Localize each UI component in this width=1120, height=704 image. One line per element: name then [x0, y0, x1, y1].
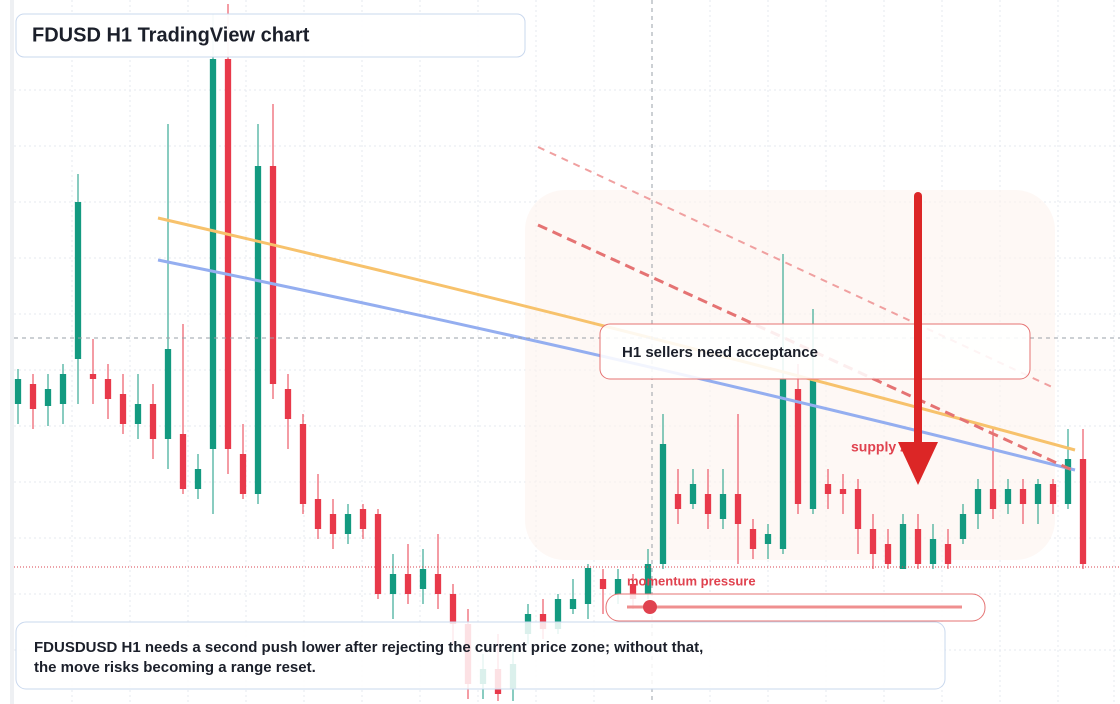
- left-edge: [10, 0, 14, 704]
- candle-body: [224, 59, 232, 449]
- candle-body: [989, 489, 997, 509]
- candle-body: [179, 434, 187, 489]
- note-line: the move risks becoming a range reset.: [34, 659, 316, 676]
- candle-body: [1079, 459, 1087, 564]
- candle-body: [704, 494, 712, 514]
- candle-body: [344, 514, 352, 534]
- candle-body: [74, 202, 82, 359]
- candle-body: [914, 529, 922, 564]
- candle-body: [689, 484, 697, 504]
- chart-title: FDUSD H1 TradingView chart: [32, 24, 310, 46]
- candle-body: [284, 389, 292, 419]
- candle-body: [254, 166, 262, 494]
- candle-body: [359, 509, 367, 529]
- callout-box: [599, 323, 1031, 380]
- candle-body: [269, 166, 277, 384]
- candle-body: [1049, 484, 1057, 504]
- gauge-label: momentum pressure: [627, 573, 756, 588]
- candle-body: [239, 454, 247, 494]
- candle-body: [749, 529, 757, 549]
- candle-body: [164, 349, 172, 439]
- candle-body: [929, 539, 937, 564]
- candle-body: [854, 489, 862, 529]
- candle-body: [764, 534, 772, 544]
- candle-body: [959, 514, 967, 539]
- candle-body: [29, 384, 37, 409]
- candle-body: [794, 389, 802, 504]
- candle-body: [104, 379, 112, 399]
- candle-body: [14, 379, 22, 404]
- candle-body: [1019, 489, 1027, 504]
- candle-body: [314, 499, 322, 529]
- candle-body: [89, 374, 97, 379]
- title-box: [15, 13, 526, 58]
- candle-body: [569, 599, 577, 609]
- candle-body: [1004, 489, 1012, 504]
- candle-body: [824, 484, 832, 494]
- candle-body: [449, 594, 457, 624]
- candle-body: [974, 489, 982, 514]
- candle-body: [779, 379, 787, 549]
- candle-body: [329, 514, 337, 534]
- candle-body: [734, 494, 742, 524]
- candle-body: [44, 389, 52, 406]
- candle-body: [719, 494, 727, 519]
- candle-body: [434, 574, 442, 594]
- candle-body: [1034, 484, 1042, 504]
- gauge-knob: [643, 600, 657, 614]
- candle-body: [899, 524, 907, 569]
- candle-body: [299, 424, 307, 504]
- note-box: [15, 621, 946, 690]
- candle-body: [554, 599, 562, 629]
- candle-body: [644, 564, 652, 594]
- candles: [14, 4, 1087, 701]
- candle-body: [809, 379, 817, 509]
- candle-body: [674, 494, 682, 509]
- candle-body: [374, 514, 382, 594]
- candle-body: [59, 374, 67, 404]
- note-line: FDUSDUSD H1 needs a second push lower af…: [34, 639, 703, 656]
- candle-body: [614, 579, 622, 594]
- candle-body: [209, 59, 217, 449]
- candle-body: [134, 404, 142, 424]
- candle-body: [149, 404, 157, 439]
- callout-text: H1 sellers need acceptance: [622, 344, 818, 361]
- candle-body: [389, 574, 397, 594]
- candle-body: [884, 544, 892, 564]
- candle-body: [944, 544, 952, 564]
- candle-body: [419, 569, 427, 589]
- candle-body: [584, 568, 592, 604]
- candle-body: [869, 529, 877, 554]
- candle-body: [599, 579, 607, 589]
- candle-body: [629, 584, 637, 599]
- candle-body: [659, 444, 667, 564]
- candle-body: [194, 469, 202, 489]
- candle-body: [1064, 459, 1072, 504]
- candle-body: [404, 574, 412, 594]
- candle-body: [119, 394, 127, 424]
- candle-body: [839, 489, 847, 494]
- arrow-head: [898, 442, 938, 485]
